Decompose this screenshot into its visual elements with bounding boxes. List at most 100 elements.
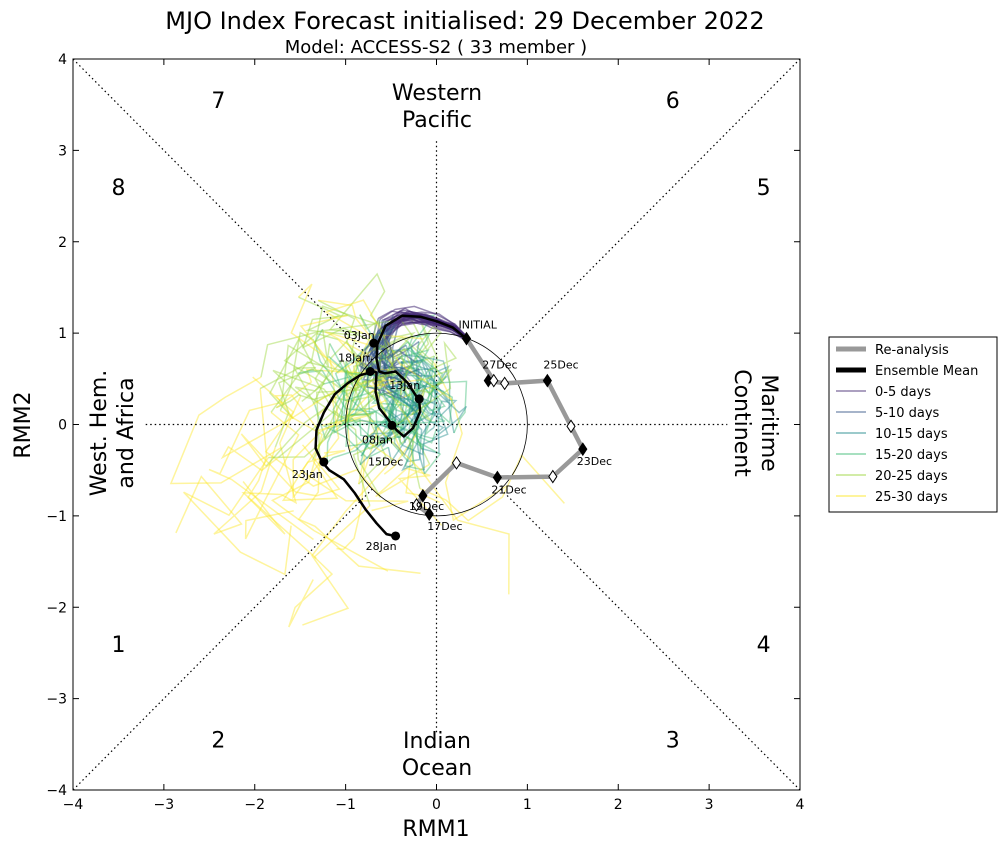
y-tick-label-8: 4 — [58, 52, 67, 68]
member-6-segment-6 — [419, 454, 565, 522]
member-10-segment-4 — [363, 372, 434, 440]
member-28-segment-3 — [404, 397, 426, 474]
x-tick-label-7: 3 — [705, 797, 714, 813]
member-13-segment-6 — [175, 446, 277, 535]
member-10-segment-5 — [275, 372, 375, 409]
ensemble-mean-marker-13Jan — [414, 394, 424, 404]
member-26-segment-2 — [364, 330, 399, 379]
member-13-segment-5 — [274, 366, 317, 448]
ensemble-mean-label-15Dec: 15Dec — [368, 455, 403, 468]
x-axis-label: RMM1 — [402, 817, 469, 842]
ensemble-mean-series: 03Jan 08Jan 13Jan 15Dec 18Jan 23Jan 28Jan — [292, 314, 468, 553]
ensemble-mean-label-08Jan: 08Jan — [362, 433, 393, 446]
reanalysis-label-21Dec: 21Dec — [491, 483, 526, 496]
reanalysis-label-19Dec: 19Dec — [409, 500, 444, 513]
reanalysis-marker-4 — [451, 455, 462, 470]
x-tick-label-0: −4 — [63, 797, 84, 813]
member-21-segment-6 — [242, 388, 286, 535]
reanalysis-label-17Dec: 17Dec — [427, 520, 462, 533]
ensemble-mean-label-23Jan: 23Jan — [292, 468, 323, 481]
reanalysis-marker-3 — [418, 488, 428, 503]
legend-label-8: 25-30 days — [875, 490, 948, 505]
y-tick-label-1: −3 — [46, 692, 67, 708]
y-tick-label-3: −1 — [46, 509, 67, 525]
reanalysis-label-25Dec: 25Dec — [543, 359, 578, 372]
member-33-segment-4 — [340, 370, 421, 450]
member-25-segment-1 — [388, 318, 466, 342]
legend-label-6: 15-20 days — [875, 448, 948, 463]
member-5-segment-6 — [433, 362, 507, 522]
member-22-segment-6 — [240, 433, 341, 497]
x-tick-label-1: −3 — [154, 797, 175, 813]
member-1-segment-6 — [336, 454, 366, 551]
member-8-segment-3 — [402, 354, 455, 434]
y-tick-label-0: −4 — [46, 783, 67, 799]
member-30-segment-6 — [362, 378, 426, 456]
member-24-segment-3 — [361, 372, 394, 429]
member-31-segment-6 — [220, 390, 336, 472]
chart-subtitle: Model: ACCESS-S2 ( 33 member ) — [285, 37, 587, 58]
ensemble-mean-marker-03Jan — [369, 338, 379, 348]
member-30-segment-4 — [374, 371, 409, 429]
region-labels: Western Pacific Indian Ocean West. Hem. … — [87, 81, 781, 781]
region-left-line2: and Africa — [114, 377, 139, 488]
chart-title: MJO Index Forecast initialised: 29 Decem… — [165, 7, 764, 35]
legend-label-3: 0-5 days — [875, 385, 931, 400]
member-7-segment-6 — [183, 457, 292, 576]
member-25-segment-5 — [298, 296, 357, 355]
ensemble-mean-label-13Jan: 13Jan — [389, 379, 420, 392]
reanalysis-label-23Dec: 23Dec — [577, 455, 612, 468]
member-15-segment-6 — [241, 395, 317, 559]
phase-label-2: 2 — [211, 729, 225, 754]
x-tick-label-8: 4 — [796, 797, 805, 813]
member-18-segment-5 — [294, 358, 374, 418]
member-16-segment-4 — [381, 390, 414, 465]
member-8-segment-4 — [405, 380, 468, 434]
reanalysis-label-INITIAL: INITIAL — [458, 319, 497, 332]
reanalysis-marker-7 — [578, 442, 588, 457]
member-23-segment-4 — [387, 340, 446, 412]
member-11-segment-6 — [300, 358, 409, 512]
member-20-segment-6 — [297, 455, 421, 575]
member-28-segment-6 — [299, 314, 380, 374]
diagonal-line-upper-left — [72, 58, 373, 361]
member-22-segment-5 — [265, 343, 331, 467]
member-21-segment-3 — [420, 374, 450, 432]
member-23-segment-6 — [244, 411, 300, 540]
region-right-line2: Continent — [729, 369, 754, 477]
member-23-segment-3 — [399, 361, 433, 413]
diagonal-line-lower-right — [500, 488, 801, 791]
member-25-segment-2 — [373, 326, 390, 387]
legend-label-7: 20-25 days — [875, 469, 948, 484]
member-24-segment-6 — [337, 338, 419, 475]
region-top-line1: Western — [392, 81, 482, 106]
phase-label-5: 5 — [757, 176, 771, 201]
ensemble-members — [169, 272, 565, 628]
member-19-segment-5 — [279, 329, 330, 411]
legend-label-1: Re-analysis — [875, 343, 949, 358]
member-27-segment-5 — [328, 272, 386, 335]
ensemble-mean-label-28Jan: 28Jan — [366, 540, 397, 553]
reanalysis-marker-5 — [492, 470, 502, 485]
member-33-segment-2 — [366, 338, 399, 399]
y-axis-label: RMM2 — [11, 391, 36, 458]
phase-guides — [72, 58, 801, 791]
member-27-segment-3 — [396, 345, 438, 407]
phase-label-3: 3 — [666, 729, 680, 754]
member-31-segment-4 — [328, 355, 390, 415]
member-19-segment-6 — [270, 409, 389, 572]
legend: Re-analysis Ensemble Mean 0-5 days 5-10 day… — [828, 336, 998, 513]
member-24-segment-5 — [283, 332, 339, 402]
diagonal-line-upper-right — [500, 58, 801, 361]
ensemble-mean-marker-23Jan — [319, 457, 329, 467]
region-right-line1: Maritime — [756, 374, 781, 471]
member-32-segment-3 — [383, 371, 422, 413]
legend-label-4: 5-10 days — [875, 406, 940, 421]
phase-label-7: 7 — [211, 89, 225, 114]
reanalysis-marker-12 — [489, 373, 499, 388]
legend-label-2: Ensemble Mean — [875, 364, 978, 379]
member-29-segment-6 — [281, 449, 346, 502]
member-6-segment-3 — [400, 388, 445, 433]
member-6-segment-5 — [363, 379, 421, 489]
reanalysis-marker-2 — [411, 498, 422, 512]
